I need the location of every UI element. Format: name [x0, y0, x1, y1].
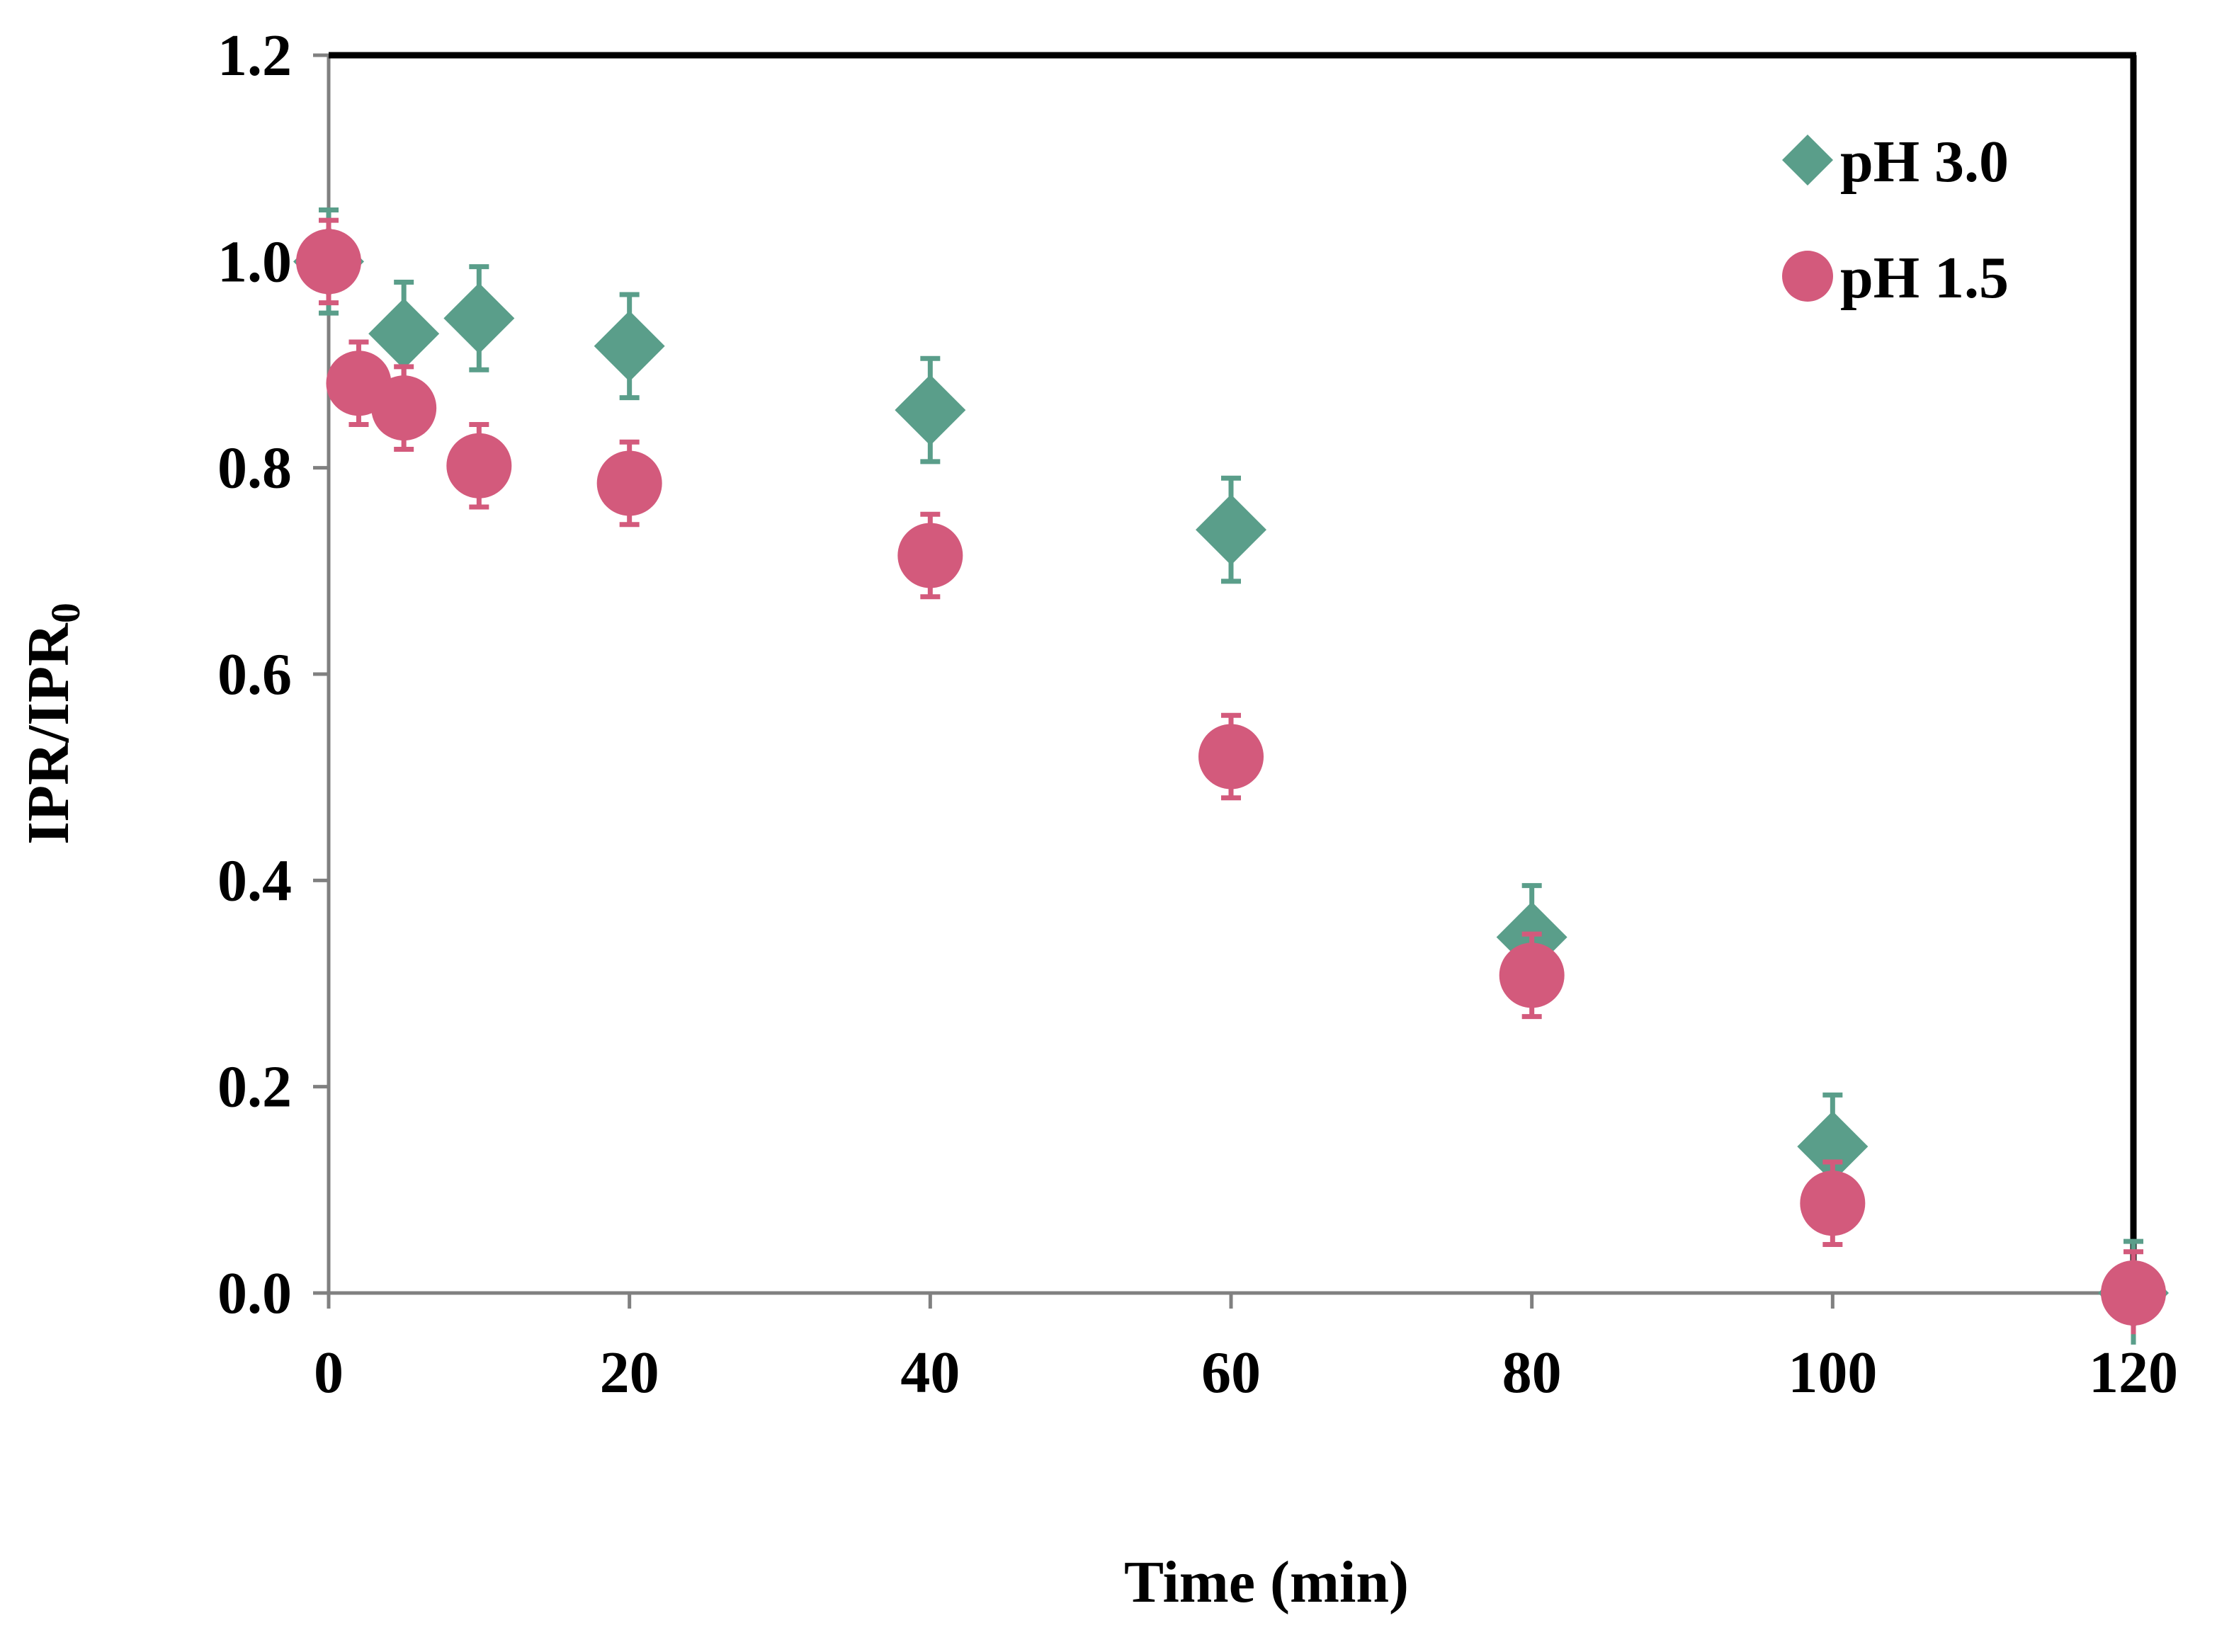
x-tick-label: 40 [900, 1340, 960, 1406]
legend-label: pH 1.5 [1840, 245, 2009, 311]
y-tick-label: 0.2 [217, 1054, 292, 1120]
y-tick-label: 0.0 [217, 1260, 292, 1326]
series-layer [293, 207, 2169, 1345]
x-axis-ticks: 0 20 40 60 80 100 120 [314, 1293, 2178, 1406]
legend-marker-diamond [1782, 135, 1833, 186]
y-tick-label: 0.8 [217, 435, 292, 501]
data-point [371, 375, 437, 441]
data-point [368, 298, 440, 370]
y-tick-label: 0.6 [217, 642, 292, 707]
y-axis-title-subscript: 0 [42, 603, 89, 623]
data-point [895, 375, 966, 446]
y-tick-label: 1.2 [217, 23, 292, 89]
legend-label: pH 3.0 [1840, 129, 2009, 195]
data-point [2101, 1260, 2166, 1326]
x-axis-title: Time (min) [1124, 1549, 1409, 1615]
data-point [1800, 1170, 1866, 1236]
data-point [443, 283, 515, 354]
y-axis-title-main: IPR/IPR [16, 622, 81, 845]
y-axis-title: IPR/IPR0 [16, 603, 89, 845]
data-point [1198, 724, 1264, 790]
data-point [1499, 942, 1565, 1008]
data-point [296, 229, 361, 295]
data-point [1797, 1111, 1869, 1183]
x-tick-label: 120 [2089, 1340, 2178, 1406]
data-point [1196, 494, 1266, 566]
data-point [446, 433, 512, 499]
series-ph-1_5 [296, 217, 2166, 1335]
x-tick-label: 60 [1201, 1340, 1261, 1406]
y-tick-label: 0.4 [217, 848, 292, 913]
x-tick-label: 100 [1788, 1340, 1877, 1406]
x-tick-label: 20 [600, 1340, 659, 1406]
x-tick-label: 80 [1502, 1340, 1562, 1406]
legend: pH 3.0 pH 1.5 [1782, 129, 2009, 311]
data-point [897, 523, 963, 588]
legend-marker-circle [1782, 251, 1833, 302]
y-tick-label: 1.0 [217, 229, 292, 295]
y-axis-ticks: 0.0 0.2 0.4 0.6 0.8 1.0 1.2 [217, 23, 329, 1326]
data-point [594, 310, 665, 382]
data-point [596, 450, 662, 516]
x-tick-label: 0 [314, 1340, 344, 1406]
